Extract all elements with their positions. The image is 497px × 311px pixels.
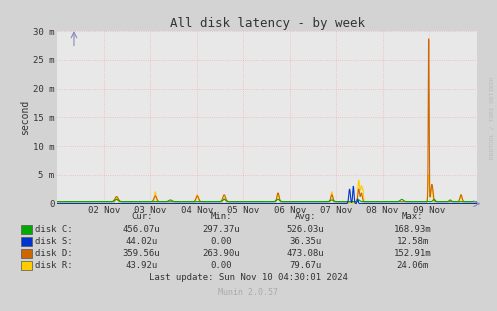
Text: 297.37u: 297.37u (202, 225, 240, 234)
Text: disk R:: disk R: (35, 261, 73, 270)
Text: Avg:: Avg: (295, 212, 317, 221)
Text: 43.92u: 43.92u (126, 261, 158, 270)
Text: disk C:: disk C: (35, 225, 73, 234)
Y-axis label: second: second (20, 100, 30, 135)
Text: 79.67u: 79.67u (290, 261, 322, 270)
Text: Last update: Sun Nov 10 04:30:01 2024: Last update: Sun Nov 10 04:30:01 2024 (149, 273, 348, 282)
Text: RRDTOOL / TOBI OETIKER: RRDTOOL / TOBI OETIKER (490, 77, 495, 160)
Text: 152.91m: 152.91m (394, 249, 431, 258)
Text: disk S:: disk S: (35, 237, 73, 246)
Text: 12.58m: 12.58m (397, 237, 428, 246)
Text: 263.90u: 263.90u (202, 249, 240, 258)
Text: Max:: Max: (402, 212, 423, 221)
Text: disk D:: disk D: (35, 249, 73, 258)
Text: 24.06m: 24.06m (397, 261, 428, 270)
Text: Munin 2.0.57: Munin 2.0.57 (219, 288, 278, 297)
Text: Min:: Min: (210, 212, 232, 221)
Text: 0.00: 0.00 (210, 237, 232, 246)
Text: 0.00: 0.00 (210, 261, 232, 270)
Text: 168.93m: 168.93m (394, 225, 431, 234)
Text: 526.03u: 526.03u (287, 225, 325, 234)
Text: Cur:: Cur: (131, 212, 153, 221)
Title: All disk latency - by week: All disk latency - by week (169, 17, 365, 30)
Text: 36.35u: 36.35u (290, 237, 322, 246)
Text: 456.07u: 456.07u (123, 225, 161, 234)
Text: 44.02u: 44.02u (126, 237, 158, 246)
Text: 359.56u: 359.56u (123, 249, 161, 258)
Text: 473.08u: 473.08u (287, 249, 325, 258)
